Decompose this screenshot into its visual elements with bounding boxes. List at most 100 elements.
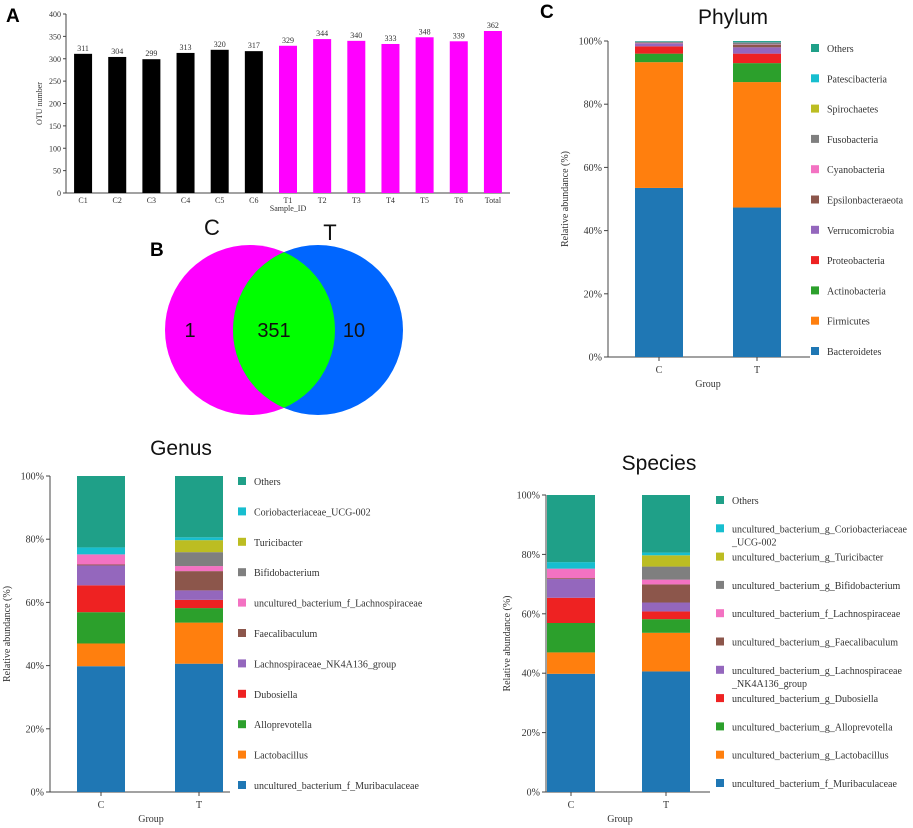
legend-label-2: uncultured_bacterium_g_Alloprevotella [732, 722, 893, 733]
x-tick-label: T [196, 800, 202, 811]
stack-seg-c-3 [547, 597, 595, 624]
bar-c6 [244, 51, 263, 193]
stack-seg-c-6 [547, 568, 595, 579]
y-tick-label: 40% [584, 226, 602, 237]
stack-seg-c-0 [635, 187, 683, 357]
legend-label-10: Others [254, 477, 281, 488]
x-tick-label: C4 [181, 196, 190, 205]
stack-seg-t-1 [642, 632, 690, 672]
bar-c2 [108, 56, 127, 194]
legend-label-3: Proteobacteria [827, 256, 885, 267]
x-tick-label: C1 [78, 196, 87, 205]
venn-diagram: C T 1 351 10 [165, 215, 403, 415]
legend-swatch-9 [811, 74, 819, 83]
stack-seg-c-4 [635, 43, 683, 47]
legend-label-0: uncultured_bacterium_f_Muribaculaceae [254, 781, 419, 792]
legend-label-8: Turicibacter [254, 538, 303, 549]
stack-seg-t-10 [642, 495, 690, 553]
bar-t2 [313, 39, 332, 194]
x-tick-label: C [98, 800, 105, 811]
y-tick-label: 60% [522, 609, 540, 620]
legend-label-10: Others [732, 496, 759, 507]
venn-intersection [233, 245, 335, 415]
venn-set-c-label: C [204, 215, 220, 240]
legend-label-10: Others [827, 44, 854, 55]
bar-t1 [279, 45, 297, 194]
legend-swatch-4 [716, 665, 724, 674]
legend-label-6: Cyanobacteria [827, 165, 885, 176]
legend-swatch-6 [238, 598, 246, 607]
y-axis-title: OTU number [35, 82, 44, 125]
stack-seg-t-7 [642, 566, 690, 580]
legend-swatch-10 [238, 477, 246, 485]
stack-seg-t-4 [733, 47, 781, 54]
legend-swatch-0 [811, 347, 819, 355]
x-tick-label: T5 [420, 196, 429, 205]
stack-seg-c-6 [77, 554, 125, 565]
stack-seg-t-8 [175, 540, 223, 553]
legend-swatch-8 [716, 552, 724, 561]
y-tick-label: 0% [527, 788, 540, 799]
stack-seg-c-4 [547, 579, 595, 598]
y-tick-label: 60% [26, 598, 44, 609]
legend-swatch-10 [811, 44, 819, 52]
bar-c5 [210, 49, 229, 193]
legend-swatch-7 [716, 580, 724, 589]
stack-seg-t-0 [642, 671, 690, 792]
legend-label-7: uncultured_bacterium_g_Bifidobacterium [732, 581, 901, 592]
venn-t-unique: 10 [343, 320, 365, 342]
legend-swatch-0 [238, 781, 246, 789]
legend-swatch-5 [238, 629, 246, 637]
y-tick-label: 80% [522, 550, 540, 561]
stack-seg-c-5 [547, 578, 595, 580]
legend-swatch-3 [811, 256, 819, 265]
legend-swatch-2 [716, 722, 724, 731]
x-tick-label: C [568, 800, 575, 811]
y-axis-title: Relative abundance (%) [2, 586, 13, 682]
legend-swatch-5 [811, 195, 819, 204]
legend-label-2: Alloprevotella [254, 720, 312, 731]
y-tick-label: 100% [579, 37, 602, 48]
y-tick-label: 100% [517, 491, 540, 502]
legend-label-5: Epsilonbacteraeota [827, 196, 904, 207]
bar-total [483, 31, 502, 193]
stack-seg-c-1 [635, 62, 683, 188]
x-tick-label: T2 [318, 196, 327, 205]
bar-t5 [415, 37, 434, 193]
x-tick-label: C3 [147, 196, 156, 205]
legend-label-1: Firmicutes [827, 317, 870, 328]
legend-label-4: _NK4A136_group [731, 679, 807, 690]
stack-seg-c-3 [77, 585, 125, 613]
y-axis-title: Relative abundance (%) [560, 151, 571, 247]
stack-seg-t-10 [733, 41, 781, 42]
stack-seg-t-8 [642, 555, 690, 567]
x-tick-label: C2 [113, 196, 122, 205]
chart-title: Genus [150, 437, 212, 460]
legend-swatch-1 [811, 316, 819, 325]
legend-swatch-1 [716, 750, 724, 759]
stack-seg-t-3 [733, 53, 781, 64]
legend-label-9: _UCG-002 [731, 537, 776, 548]
legend-label-6: uncultured_bacterium_f_Lachnospiraceae [254, 599, 423, 610]
legend-swatch-9 [238, 507, 246, 516]
legend-label-1: Lactobacillus [254, 751, 308, 762]
y-tick-label: 250 [49, 77, 61, 86]
x-tick-label: T6 [454, 196, 463, 205]
stack-seg-c-3 [635, 46, 683, 54]
venn-c-unique: 1 [184, 320, 195, 342]
genus-stacked-chart: Genus 0% 20% 40% 60% 80% 100% C T Group Relative a… [2, 437, 423, 825]
y-tick-label: 0% [589, 353, 602, 364]
legend-label-3: uncultured_bacterium_g_Dubosiella [732, 694, 879, 705]
y-tick-label: 0% [31, 788, 44, 799]
bar-t4 [381, 43, 400, 193]
stack-seg-c-4 [77, 565, 125, 586]
phylum-stacked-chart: Phylum 0% 20% 40% 60% 80% 100% C T Group Relative … [560, 6, 904, 390]
legend-swatch-7 [238, 568, 246, 577]
legend-swatch-0 [716, 779, 724, 787]
bar-value-label: 317 [248, 41, 260, 50]
y-tick-label: 150 [49, 122, 61, 131]
panel-label-c: C [540, 2, 554, 23]
legend-swatch-6 [811, 165, 819, 174]
y-tick-label: 60% [584, 163, 602, 174]
x-tick-label: T [663, 800, 669, 811]
